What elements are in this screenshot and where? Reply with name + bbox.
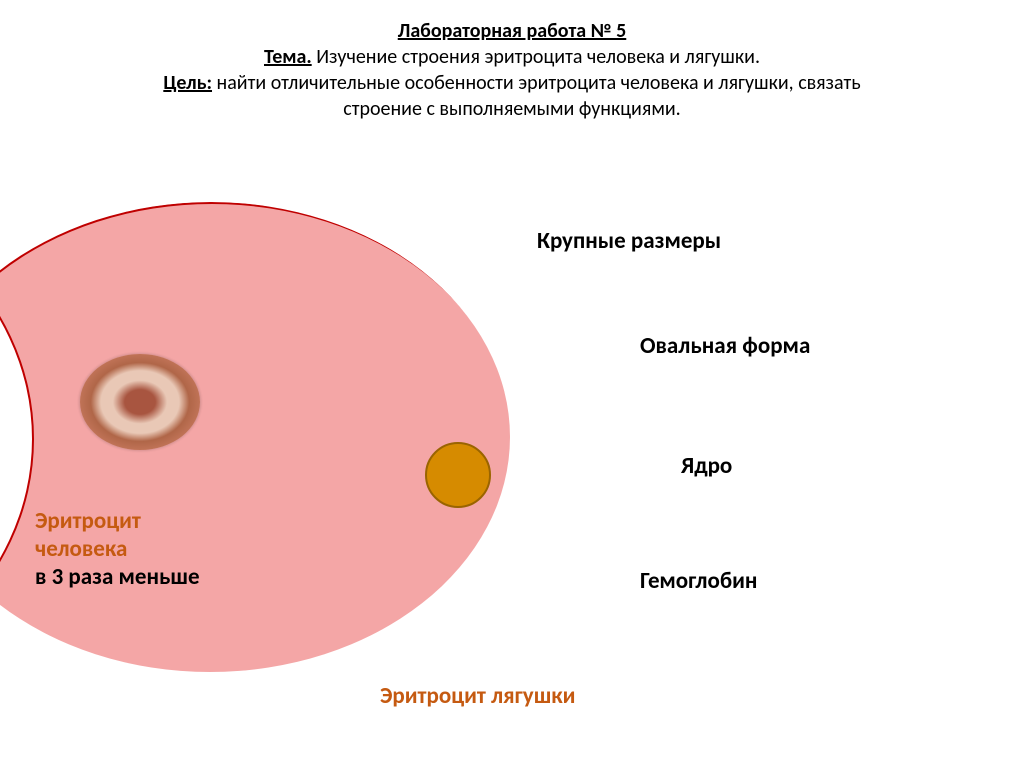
lab-title: Лабораторная работа № 5 xyxy=(398,19,627,43)
theme-text: Изучение строения эритроцита человека и … xyxy=(312,45,760,69)
goal-line2: строение с выполняемыми функциями. xyxy=(0,96,1024,122)
frog-erythrocyte xyxy=(360,202,520,672)
header: Лабораторная работа № 5 Тема. Изучение с… xyxy=(0,0,1024,122)
human-caption-line1: Эритроцит xyxy=(35,507,200,535)
frog-nucleus xyxy=(425,442,491,508)
frog-cell-fill xyxy=(0,202,510,672)
title-line: Лабораторная работа № 5 xyxy=(0,18,1024,44)
goal-label: Цель: xyxy=(163,71,212,95)
theme-label: Тема. xyxy=(264,45,312,69)
goal-line: Цель: найти отличительные особенности эр… xyxy=(0,70,1024,96)
human-caption-line3: в 3 раза меньше xyxy=(35,563,200,591)
human-caption-line2: человека xyxy=(35,535,200,563)
theme-line: Тема. Изучение строения эритроцита челов… xyxy=(0,44,1024,70)
frog-caption: Эритроцит лягушки xyxy=(380,682,575,710)
label-hemoglobin: Гемоглобин xyxy=(640,567,757,595)
human-caption: Эритроцит человека в 3 раза меньше xyxy=(35,507,200,591)
label-nucleus: Ядро xyxy=(681,452,732,480)
diagram-canvas: Крупные размеры Овальная форма Ядро Гемо… xyxy=(0,122,1024,762)
label-oval-shape: Овальная форма xyxy=(640,332,810,360)
label-large-size: Крупные размеры xyxy=(537,227,721,255)
goal-text: найти отличительные особенности эритроци… xyxy=(212,71,861,95)
frog-cell-body xyxy=(0,202,510,672)
human-erythrocyte xyxy=(80,354,200,450)
